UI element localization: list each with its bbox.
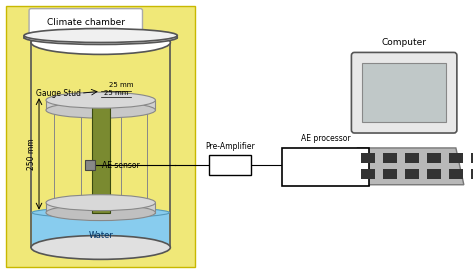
Polygon shape xyxy=(46,203,155,213)
Bar xyxy=(361,153,375,163)
Text: Gauge Stud: Gauge Stud xyxy=(36,89,81,98)
Polygon shape xyxy=(6,6,195,267)
FancyBboxPatch shape xyxy=(29,9,143,34)
Bar xyxy=(449,169,463,179)
Bar xyxy=(471,153,474,163)
Text: Computer: Computer xyxy=(382,38,427,48)
Bar xyxy=(427,153,441,163)
Bar xyxy=(405,169,419,179)
Text: Water: Water xyxy=(88,231,113,240)
Polygon shape xyxy=(46,100,155,110)
FancyBboxPatch shape xyxy=(351,52,457,133)
Bar xyxy=(362,63,446,122)
Bar xyxy=(383,153,397,163)
Ellipse shape xyxy=(31,31,170,54)
Bar xyxy=(282,148,369,186)
Bar xyxy=(405,153,419,163)
Ellipse shape xyxy=(24,29,177,43)
Bar xyxy=(383,169,397,179)
Text: Climate chamber: Climate chamber xyxy=(47,18,125,27)
Ellipse shape xyxy=(24,31,177,44)
Text: 250 mm: 250 mm xyxy=(27,138,36,170)
Bar xyxy=(427,169,441,179)
Bar xyxy=(361,169,375,179)
Text: 25 mm: 25 mm xyxy=(104,90,128,96)
Bar xyxy=(471,169,474,179)
Polygon shape xyxy=(92,95,109,213)
Text: AE sensor: AE sensor xyxy=(102,161,139,170)
Polygon shape xyxy=(32,213,169,247)
Ellipse shape xyxy=(32,208,169,218)
Ellipse shape xyxy=(46,92,155,108)
Text: 25 mm: 25 mm xyxy=(109,82,133,88)
Ellipse shape xyxy=(46,195,155,211)
Text: Pre-Amplifier: Pre-Amplifier xyxy=(205,142,255,151)
Bar xyxy=(209,155,251,175)
Bar xyxy=(85,160,95,170)
Text: AE processor: AE processor xyxy=(301,134,350,143)
Polygon shape xyxy=(349,148,464,185)
Ellipse shape xyxy=(31,236,170,259)
Bar xyxy=(449,153,463,163)
Polygon shape xyxy=(24,35,177,37)
Ellipse shape xyxy=(46,205,155,221)
Ellipse shape xyxy=(46,102,155,118)
